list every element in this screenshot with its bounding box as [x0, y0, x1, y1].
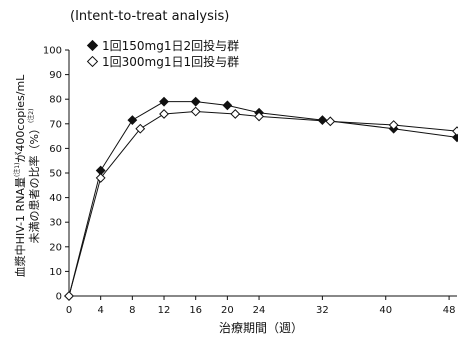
series-2-point-6: [254, 111, 264, 122]
y-tick-label-0: 0: [56, 292, 62, 303]
y-tick-label-80: 80: [49, 95, 62, 106]
series-1-line: [68, 101, 458, 297]
y-tick-label-10: 10: [49, 267, 62, 278]
series-2-point-2: [135, 123, 146, 134]
x-tick-label-12: 12: [158, 305, 171, 316]
x-tick-label-16: 16: [189, 305, 202, 316]
y-tick-label-40: 40: [49, 193, 62, 204]
y-tick-label-50: 50: [49, 169, 62, 180]
legend-label-series-1: 1回150mg1日2回投与群: [102, 38, 239, 53]
series-2-point-9: [452, 126, 458, 137]
series-2-point-7: [325, 116, 336, 127]
y-axis-label-main: 血漿中HIV-1 RNA量: [13, 177, 27, 277]
legend-marker-series-1: [86, 39, 99, 52]
x-tick-label-40: 40: [379, 305, 392, 316]
x-tick-label-48: 48: [443, 305, 456, 316]
x-tick-label-8: 8: [129, 305, 135, 316]
series-1-point-5: [222, 100, 233, 111]
series-1-point-3: [159, 96, 169, 107]
x-tick-label-0: 0: [66, 305, 72, 316]
series-2-point-8: [388, 120, 399, 130]
y-axis-label-note2: (注2): [27, 109, 35, 124]
y-tick-label-60: 60: [49, 144, 62, 155]
x-tick-label-4: 4: [97, 305, 103, 316]
x-axis-label: 治療期間（週）: [219, 321, 303, 335]
series-2-point-0: [64, 291, 74, 301]
y-tick-label-30: 30: [49, 218, 62, 229]
y-tick-label-70: 70: [49, 119, 62, 130]
series-2-point-5: [230, 109, 241, 119]
legend: 1回150mg1日2回投与群 1回300mg1日1回投与群: [86, 38, 239, 69]
y-tick-label-90: 90: [49, 70, 62, 81]
series-2-point-1: [95, 173, 106, 183]
series-2-point-3: [159, 109, 169, 119]
series-1-point-2: [127, 115, 138, 126]
y-axis-label-line-2-text: 未満の患者の比率（%）: [27, 123, 41, 243]
series-2-line: [68, 110, 458, 297]
y-axis-label-line-2: 未満の患者の比率（%）(注2): [27, 109, 41, 244]
series-1-point-7: [317, 115, 328, 126]
y-axis-label-tail: が400copies/mL: [13, 74, 27, 163]
y-tick-label-100: 100: [43, 46, 62, 57]
x-tick-label-24: 24: [253, 305, 266, 316]
y-axis-label-note1: (注1): [13, 163, 21, 178]
x-tick-label-32: 32: [316, 305, 329, 316]
y-tick-label-20: 20: [49, 242, 62, 253]
series-1-point-4: [190, 96, 201, 107]
legend-marker-series-2: [86, 55, 99, 68]
chart-subtitle: (Intent-to-treat analysis): [70, 9, 229, 24]
y-axis-label: 血漿中HIV-1 RNA量(注1)が400copies/mL: [13, 74, 27, 277]
series-2-point-4: [190, 106, 201, 117]
legend-label-series-2: 1回300mg1日1回投与群: [102, 54, 239, 69]
x-tick-label-20: 20: [221, 305, 234, 316]
